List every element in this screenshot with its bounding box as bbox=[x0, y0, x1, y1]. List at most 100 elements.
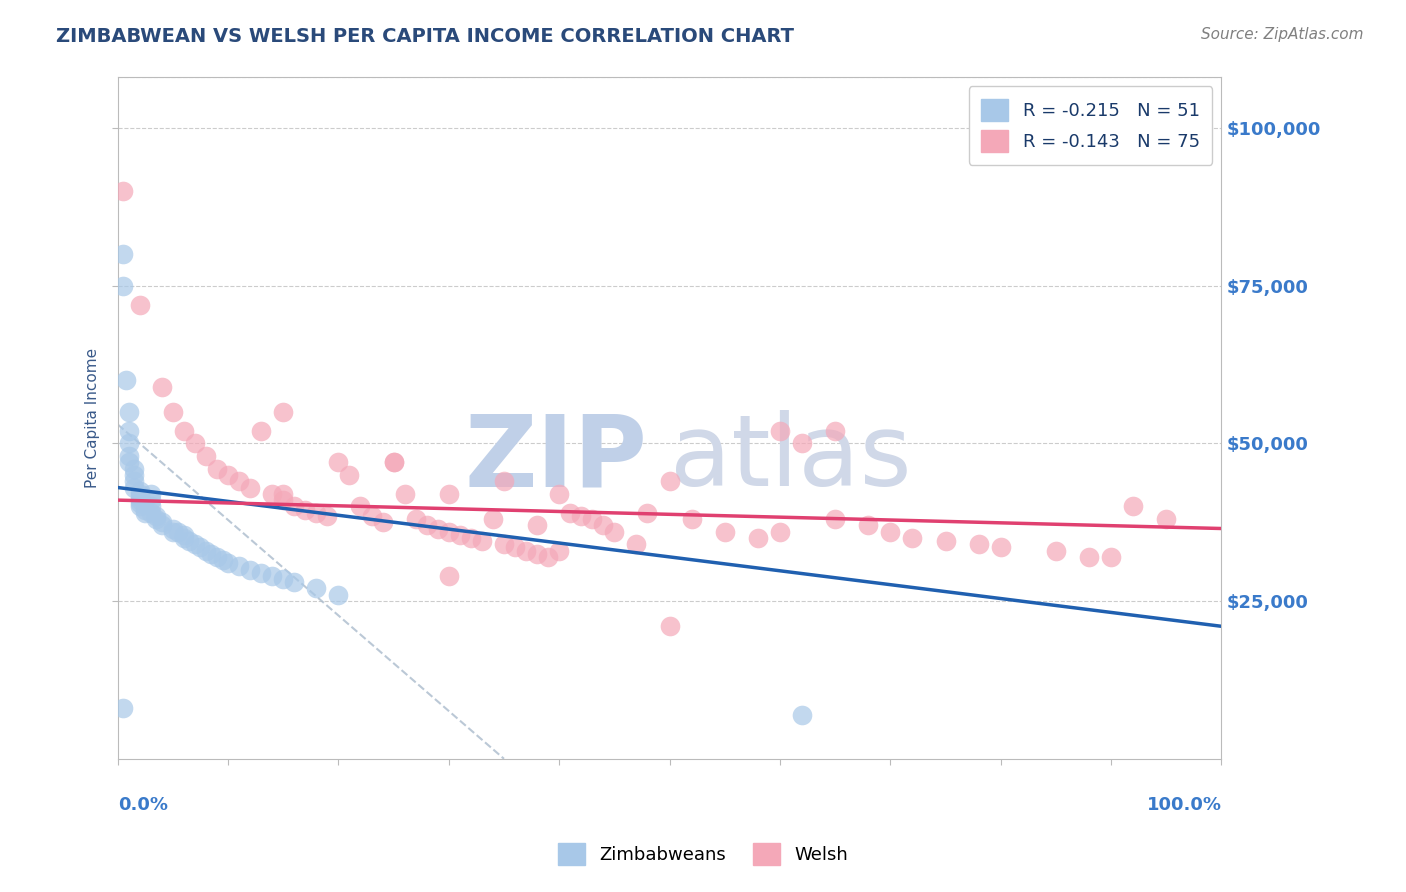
Point bbox=[592, 518, 614, 533]
Text: 0.0%: 0.0% bbox=[118, 797, 167, 814]
Point bbox=[305, 582, 328, 596]
Point bbox=[382, 455, 405, 469]
Point bbox=[173, 528, 195, 542]
Point bbox=[122, 474, 145, 488]
Point bbox=[271, 487, 294, 501]
Point bbox=[271, 493, 294, 508]
Text: 100.0%: 100.0% bbox=[1146, 797, 1222, 814]
Point bbox=[190, 541, 212, 555]
Text: ZIMBABWEAN VS WELSH PER CAPITA INCOME CORRELATION CHART: ZIMBABWEAN VS WELSH PER CAPITA INCOME CO… bbox=[56, 27, 794, 45]
Point bbox=[184, 537, 207, 551]
Point bbox=[769, 424, 792, 438]
Legend: Zimbabweans, Welsh: Zimbabweans, Welsh bbox=[548, 834, 858, 874]
Point bbox=[139, 487, 162, 501]
Point bbox=[139, 500, 162, 514]
Point bbox=[713, 524, 735, 539]
Point bbox=[115, 373, 138, 387]
Point bbox=[217, 556, 239, 570]
Point bbox=[283, 500, 305, 514]
Point bbox=[173, 424, 195, 438]
Point bbox=[349, 500, 371, 514]
Point bbox=[471, 534, 494, 549]
Point bbox=[128, 487, 150, 501]
Point bbox=[581, 512, 603, 526]
Point bbox=[328, 588, 350, 602]
Point bbox=[150, 515, 173, 529]
Point bbox=[316, 508, 339, 523]
Point bbox=[162, 405, 184, 419]
Point bbox=[118, 405, 141, 419]
Point bbox=[747, 531, 769, 545]
Point bbox=[145, 508, 167, 523]
Point bbox=[217, 467, 239, 482]
Point bbox=[122, 481, 145, 495]
Point bbox=[150, 518, 173, 533]
Point bbox=[901, 531, 924, 545]
Point bbox=[637, 506, 659, 520]
Point bbox=[769, 524, 792, 539]
Point bbox=[1154, 512, 1177, 526]
Point bbox=[503, 541, 526, 555]
Point bbox=[262, 569, 284, 583]
Point bbox=[437, 569, 460, 583]
Point bbox=[382, 455, 405, 469]
Point bbox=[482, 512, 505, 526]
Point bbox=[112, 278, 135, 293]
Point bbox=[967, 537, 990, 551]
Point bbox=[118, 449, 141, 463]
Point bbox=[449, 528, 471, 542]
Point bbox=[569, 508, 592, 523]
Point bbox=[205, 461, 228, 475]
Point bbox=[790, 707, 813, 722]
Point bbox=[328, 455, 350, 469]
Point bbox=[118, 455, 141, 469]
Point bbox=[1099, 549, 1122, 564]
Point bbox=[492, 537, 515, 551]
Point bbox=[492, 474, 515, 488]
Point bbox=[283, 575, 305, 590]
Point bbox=[681, 512, 703, 526]
Point bbox=[515, 543, 537, 558]
Point bbox=[112, 701, 135, 715]
Y-axis label: Per Capita Income: Per Capita Income bbox=[86, 348, 100, 488]
Point bbox=[118, 424, 141, 438]
Point bbox=[437, 524, 460, 539]
Point bbox=[150, 379, 173, 393]
Point bbox=[250, 424, 273, 438]
Point bbox=[173, 531, 195, 545]
Point bbox=[537, 549, 560, 564]
Point bbox=[239, 562, 262, 576]
Point bbox=[128, 500, 150, 514]
Point bbox=[371, 515, 394, 529]
Point bbox=[145, 512, 167, 526]
Point bbox=[211, 553, 233, 567]
Text: Source: ZipAtlas.com: Source: ZipAtlas.com bbox=[1201, 27, 1364, 42]
Point bbox=[250, 566, 273, 580]
Point bbox=[858, 518, 880, 533]
Point bbox=[271, 572, 294, 586]
Point bbox=[184, 436, 207, 450]
Point bbox=[262, 487, 284, 501]
Point bbox=[122, 461, 145, 475]
Point bbox=[548, 487, 571, 501]
Point bbox=[603, 524, 626, 539]
Point bbox=[824, 512, 846, 526]
Point bbox=[560, 506, 582, 520]
Point bbox=[128, 490, 150, 504]
Text: ZIP: ZIP bbox=[464, 410, 648, 508]
Point bbox=[360, 508, 382, 523]
Point bbox=[205, 549, 228, 564]
Point bbox=[139, 493, 162, 508]
Point bbox=[271, 405, 294, 419]
Point bbox=[162, 524, 184, 539]
Point bbox=[194, 449, 217, 463]
Point bbox=[162, 522, 184, 536]
Text: atlas: atlas bbox=[669, 410, 911, 508]
Point bbox=[200, 547, 222, 561]
Point bbox=[239, 481, 262, 495]
Point bbox=[118, 436, 141, 450]
Point bbox=[416, 518, 439, 533]
Point bbox=[426, 522, 449, 536]
Point bbox=[934, 534, 956, 549]
Point bbox=[437, 487, 460, 501]
